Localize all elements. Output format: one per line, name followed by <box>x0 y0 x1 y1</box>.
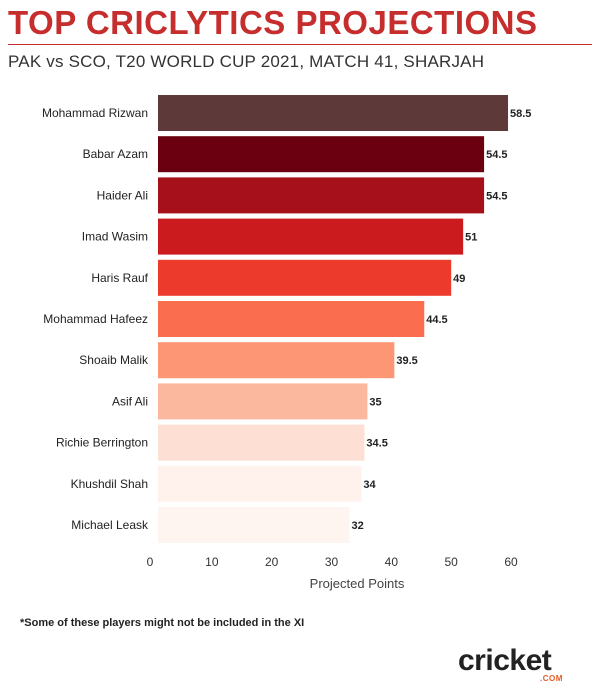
page-title: TOP CRICLYTICS PROJECTIONS <box>8 4 538 41</box>
logo-wordmark: cricket <box>458 644 552 677</box>
data-label: 34 <box>363 479 376 491</box>
category-label: Mohammad Rizwan <box>42 106 148 120</box>
bar <box>158 383 368 420</box>
data-label: 35 <box>369 396 381 408</box>
x-axis-title: Projected Points <box>310 576 405 591</box>
data-label: 32 <box>351 520 363 532</box>
category-label: Khushdil Shah <box>71 477 148 491</box>
data-label: 39.5 <box>396 355 417 367</box>
category-label: Haider Ali <box>97 188 148 202</box>
data-label: 49 <box>453 273 465 285</box>
data-label: 54.5 <box>486 190 507 202</box>
bar <box>158 259 452 296</box>
data-label: 44.5 <box>426 314 447 326</box>
data-label: 58.5 <box>510 108 531 120</box>
bar <box>158 95 509 131</box>
category-label: Richie Berrington <box>56 436 148 450</box>
data-label: 34.5 <box>366 438 387 450</box>
logo-domain: .COM <box>540 674 563 683</box>
data-label: 51 <box>465 232 477 244</box>
bar <box>158 342 395 379</box>
bar <box>158 507 350 543</box>
x-tick-label: 50 <box>444 555 458 569</box>
bar <box>158 177 485 214</box>
x-tick-label: 0 <box>147 555 154 569</box>
x-tick-label: 20 <box>265 555 279 569</box>
bar <box>158 218 464 255</box>
bar <box>158 136 485 173</box>
cricket-com-logo: cricket .COM <box>458 646 578 690</box>
bar <box>158 424 365 461</box>
category-label: Michael Leask <box>71 518 149 532</box>
page-subtitle: PAK vs SCO, T20 WORLD CUP 2021, MATCH 41… <box>8 52 485 71</box>
category-label: Mohammad Hafeez <box>43 312 148 326</box>
category-label: Asif Ali <box>112 394 148 408</box>
category-label: Babar Azam <box>83 147 148 161</box>
category-label: Imad Wasim <box>82 230 148 244</box>
x-tick-label: 60 <box>504 555 518 569</box>
data-label: 54.5 <box>486 149 507 161</box>
bar <box>158 465 362 502</box>
x-tick-label: 30 <box>325 555 339 569</box>
x-tick-label: 40 <box>385 555 399 569</box>
title-divider <box>8 44 592 45</box>
footnote: *Some of these players might not be incl… <box>20 617 305 629</box>
x-tick-label: 10 <box>205 555 219 569</box>
bar <box>158 301 425 337</box>
category-label: Haris Rauf <box>91 271 148 285</box>
projections-bar-chart: Mohammad Rizwan 58.5 Babar Azam 54.5 Haider … <box>42 95 531 591</box>
category-label: Shoaib Malik <box>79 353 149 367</box>
